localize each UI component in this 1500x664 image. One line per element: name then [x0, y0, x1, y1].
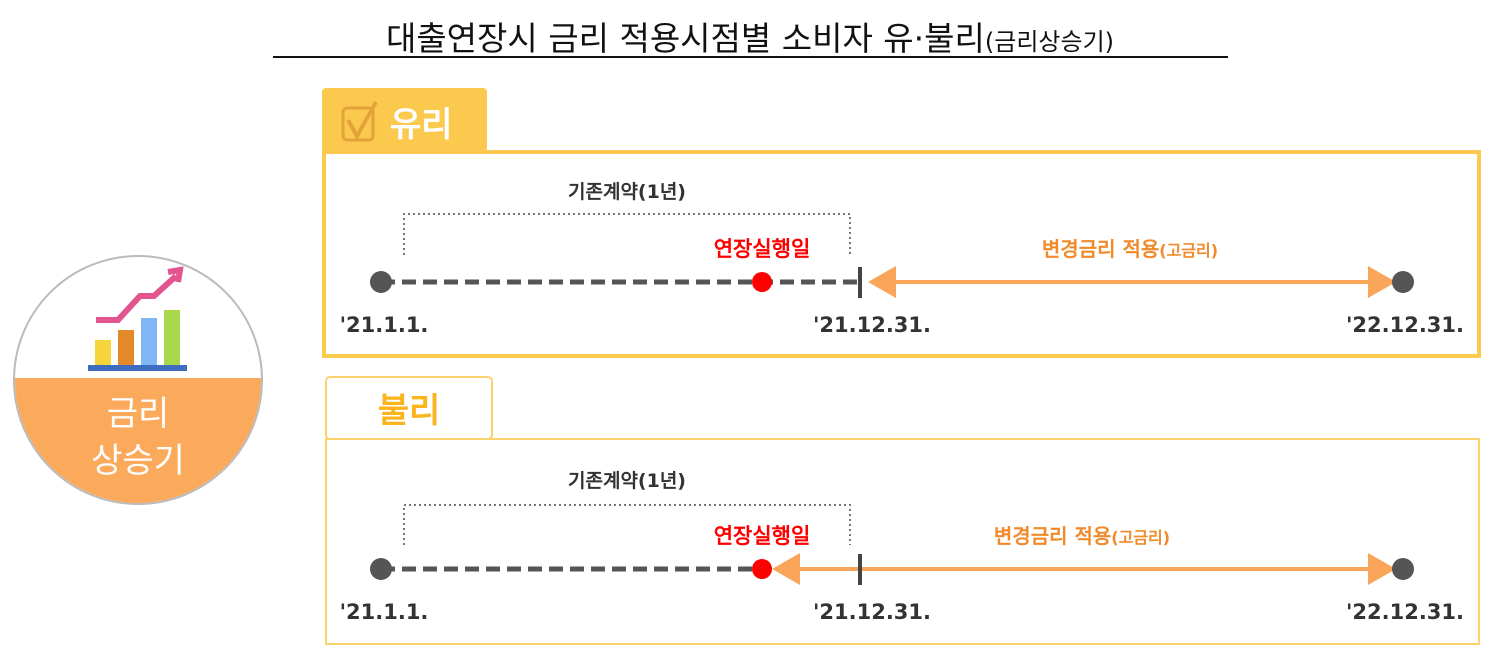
tab-unfavorable-label: 불리	[378, 391, 441, 431]
tab-favorable-label: 유리	[390, 105, 453, 145]
end-dot	[1392, 558, 1414, 580]
date-start: '21.1.1.	[340, 600, 429, 624]
date-extension-end: '22.12.31.	[1346, 313, 1464, 337]
date-contract-end: '21.12.31.	[813, 313, 931, 337]
start-dot	[370, 558, 392, 580]
date-contract-end: '21.12.31.	[813, 600, 931, 624]
contract-bracket	[403, 213, 851, 255]
start-dot	[370, 271, 392, 293]
bar-chart-rising-icon	[88, 266, 187, 371]
tab-favorable	[322, 88, 487, 152]
date-extension-end: '22.12.31.	[1346, 600, 1464, 624]
contract-label: 기존계약(1년)	[568, 181, 686, 203]
date-start: '21.1.1.	[340, 313, 429, 337]
execution-dot	[752, 272, 772, 292]
panel-favorable: 유리 기존계약(1년) 연장실행일 변경금리 적용(고금리) '21.1.1. …	[322, 88, 1481, 358]
rate-rising-badge: 금리 상승기	[13, 255, 263, 505]
badge-line1: 금리	[107, 394, 170, 434]
new-rate-label: 변경금리 적용(고금리)	[994, 524, 1170, 548]
contract-label: 기존계약(1년)	[568, 470, 686, 492]
execution-label: 연장실행일	[714, 237, 811, 261]
panel-unfavorable: 불리 기존계약(1년) 연장실행일 변경금리 적용(고금리) '21.1.1. …	[325, 376, 1480, 645]
end-dot	[1392, 271, 1414, 293]
page-title: 대출연장시 금리 적용시점별 소비자 유·불리(금리상승기)	[386, 19, 1114, 58]
execution-dot	[752, 559, 772, 579]
badge-line2: 상승기	[91, 441, 185, 481]
execution-label: 연장실행일	[714, 524, 811, 548]
contract-bracket	[403, 504, 851, 545]
checkbox-checked-icon	[341, 101, 378, 142]
new-rate-label: 변경금리 적용(고금리)	[1042, 237, 1218, 261]
